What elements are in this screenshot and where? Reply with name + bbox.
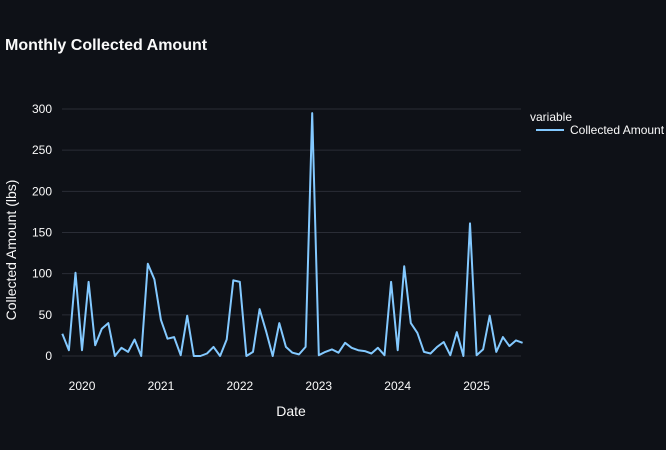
- x-axis-title: Date: [276, 403, 306, 419]
- y-axis-ticks: 0 50 100 150 200 250 300: [32, 102, 52, 363]
- y-tick-label: 100: [32, 267, 52, 281]
- x-tick-label: 2021: [148, 379, 175, 393]
- y-axis-title: Collected Amount (lbs): [3, 180, 19, 321]
- x-axis-ticks: 2020 2021 2022 2023 2024 2025: [69, 379, 491, 393]
- legend: variable Collected Amount: [530, 110, 665, 137]
- x-tick-label: 2024: [384, 379, 411, 393]
- legend-item-collected-amount[interactable]: Collected Amount: [570, 123, 665, 137]
- x-tick-label: 2020: [69, 379, 96, 393]
- y-tick-label: 150: [32, 226, 52, 240]
- x-tick-label: 2022: [226, 379, 253, 393]
- y-tick-label: 50: [39, 308, 53, 322]
- y-tick-label: 0: [45, 349, 52, 363]
- gridlines: [62, 108, 521, 357]
- y-tick-label: 200: [32, 184, 52, 198]
- y-tick-label: 300: [32, 102, 52, 116]
- y-tick-label: 250: [32, 143, 52, 157]
- x-tick-label: 2025: [463, 379, 490, 393]
- series-line-collected-amount: [61, 112, 523, 357]
- x-tick-label: 2023: [305, 379, 332, 393]
- chart-title: Monthly Collected Amount: [5, 37, 208, 54]
- legend-title: variable: [530, 110, 572, 124]
